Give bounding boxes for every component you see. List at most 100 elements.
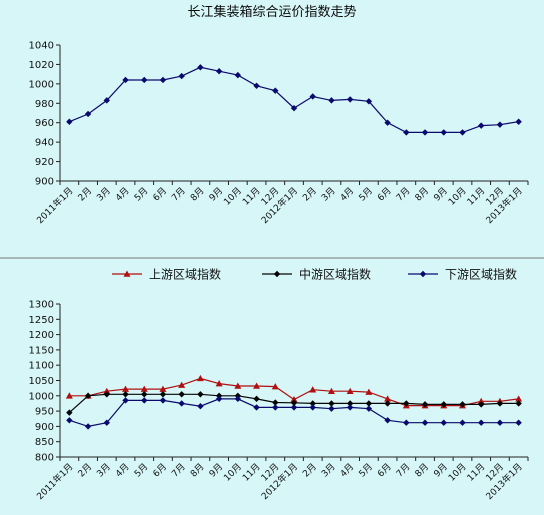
- data-point: [197, 403, 204, 410]
- data-point: [103, 391, 110, 398]
- data-point: [365, 405, 373, 412]
- data-point: [309, 93, 316, 100]
- data-point: [272, 404, 279, 411]
- data-point: [215, 395, 223, 403]
- data-point: [253, 395, 260, 403]
- data-point: [346, 400, 354, 407]
- data-point: [290, 395, 298, 403]
- data-point: [197, 391, 204, 398]
- data-point: [440, 129, 447, 136]
- y-tick-label: 1200: [29, 330, 54, 341]
- data-point: [327, 387, 335, 395]
- data-point: [84, 423, 92, 430]
- data-point: [440, 419, 447, 426]
- data-point: [122, 76, 129, 84]
- data-point: [403, 419, 410, 426]
- data-point: [197, 64, 204, 71]
- data-point: [178, 400, 185, 407]
- y-tick-label: 1250: [29, 315, 54, 326]
- data-point: [253, 82, 260, 89]
- data-point: [215, 68, 223, 75]
- y-tick-label: 1000: [29, 391, 54, 402]
- chart-title-0: 长江集装箱综合运价指数走势: [187, 4, 356, 20]
- data-point: [496, 400, 504, 407]
- data-point: [384, 395, 392, 402]
- data-point: [459, 401, 466, 408]
- y-tick-label: 950: [35, 407, 54, 418]
- data-point: [141, 391, 148, 398]
- data-point: [365, 388, 373, 395]
- data-point: [365, 400, 373, 407]
- data-point: [140, 385, 148, 392]
- data-point: [384, 417, 391, 424]
- data-point: [309, 404, 316, 411]
- y-tick-label: 1020: [29, 60, 54, 71]
- data-point: [215, 380, 223, 387]
- data-point: [272, 87, 279, 94]
- data-point: [515, 395, 523, 402]
- data-point: [178, 72, 185, 80]
- data-point: [234, 382, 242, 389]
- data-point: [84, 392, 92, 399]
- data-point: [459, 419, 466, 426]
- y-tick-label: 920: [35, 157, 54, 168]
- data-point: [459, 129, 466, 136]
- data-point: [196, 374, 204, 382]
- data-point: [234, 395, 242, 403]
- data-point: [328, 97, 335, 104]
- data-point: [403, 400, 410, 407]
- data-point: [515, 400, 522, 407]
- data-point: [272, 399, 279, 406]
- data-point: [515, 118, 522, 125]
- data-point: [328, 405, 335, 412]
- data-point: [290, 404, 298, 411]
- data-point: [103, 97, 110, 104]
- y-tick-label: 1100: [29, 361, 54, 372]
- data-point: [253, 404, 260, 411]
- y-tick-label: 1150: [29, 345, 54, 356]
- data-point: [328, 400, 335, 407]
- y-tick-label: 960: [35, 118, 54, 129]
- data-point: [66, 118, 73, 125]
- y-tick-label: 1040: [29, 41, 54, 52]
- data-point: [122, 397, 129, 404]
- data-point: [253, 382, 261, 389]
- legend-label-0: 上游区域指数: [149, 267, 221, 282]
- data-point: [66, 417, 73, 424]
- y-tick-label: 900: [35, 177, 54, 188]
- data-point: [421, 419, 429, 426]
- data-point: [346, 387, 354, 395]
- data-point: [159, 397, 167, 404]
- y-tick-label: 850: [35, 437, 54, 448]
- data-point: [478, 122, 485, 129]
- data-point: [421, 129, 429, 136]
- data-point: [384, 400, 391, 407]
- data-point: [309, 400, 316, 407]
- legend-label-2: 下游区域指数: [445, 267, 517, 282]
- data-point: [290, 399, 298, 407]
- legend-marker-triangle-icon: [123, 270, 131, 277]
- data-point: [141, 397, 148, 404]
- y-tick-label: 1000: [29, 79, 54, 90]
- data-point: [346, 96, 354, 103]
- data-point: [122, 385, 130, 392]
- data-point: [346, 404, 354, 411]
- data-point: [66, 409, 73, 416]
- data-point: [478, 401, 485, 408]
- data-point: [178, 391, 185, 398]
- data-point: [365, 98, 373, 105]
- y-tick-label: 1300: [29, 300, 54, 311]
- data-point: [477, 397, 485, 405]
- data-point: [159, 391, 167, 398]
- data-point: [234, 71, 242, 79]
- data-point: [309, 386, 317, 393]
- data-point: [84, 110, 92, 118]
- data-point: [141, 76, 148, 84]
- data-point: [103, 387, 111, 395]
- data-point: [403, 129, 410, 136]
- legend-label-1: 中游区域指数: [299, 267, 371, 282]
- data-point: [440, 401, 447, 408]
- legend-marker-diamond-icon: [273, 270, 281, 278]
